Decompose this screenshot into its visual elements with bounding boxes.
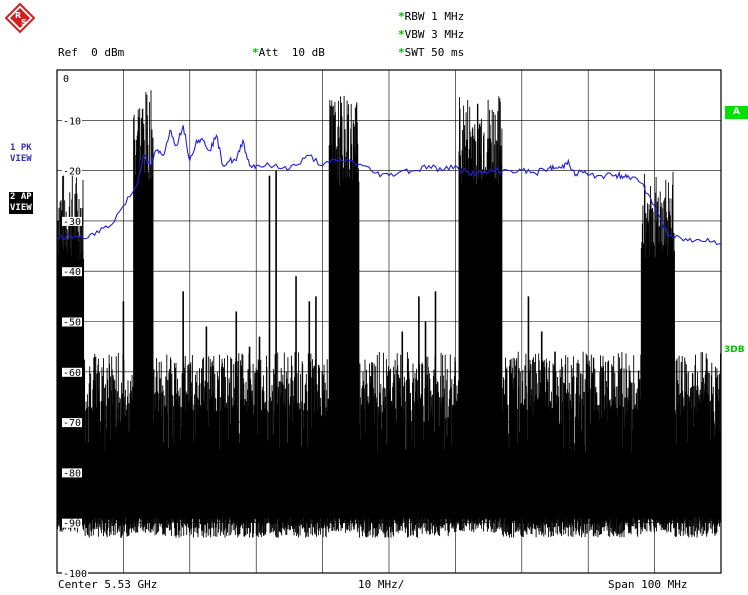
trace-1-label: 1 PK VIEW [10,143,32,164]
y-tick-label: -40 [63,267,81,278]
trace-2-ap [56,90,722,538]
y-tick-label: -70 [63,418,81,429]
span-label: Span 100 MHz [608,578,688,591]
ref-level-label: Ref 0 dBm [58,46,125,59]
rohde-schwarz-logo: R S [4,2,36,34]
y-tick-label: -90 [63,519,81,530]
trace-1-line [56,125,722,246]
y-tick-label: -100 [63,569,87,580]
svg-text:R: R [15,11,21,20]
attenuation-label: *Att 10 dB [252,46,325,59]
y-tick-label: 0 [63,74,69,85]
y-tick-label: -50 [63,318,81,329]
y-tick-label: -30 [63,217,81,228]
rbw-label: *RBW 1 MHz [398,10,465,23]
division-label: 10 MHz/ [358,578,405,591]
y-tick-label: -10 [63,116,81,127]
center-frequency-label: Center 5.53 GHz [58,578,158,591]
svg-text:S: S [21,18,27,27]
sweep-time-label: *SWT 50 ms [398,46,465,59]
y-tick-labels: 0 -10 -20 -30 -40 -50 -60 -70 -80 -90 -100 [62,74,88,580]
trace-1-pk [56,125,722,246]
3db-tag: 3DB [724,345,745,355]
screen-a-tag: A [725,106,748,119]
y-tick-label: -20 [63,167,81,178]
vbw-label: *VBW 3 MHz [398,28,465,41]
y-tick-label: -80 [63,468,81,479]
trace-2-label: 2 AP VIEW [9,192,33,214]
y-tick-label: -60 [63,368,81,379]
